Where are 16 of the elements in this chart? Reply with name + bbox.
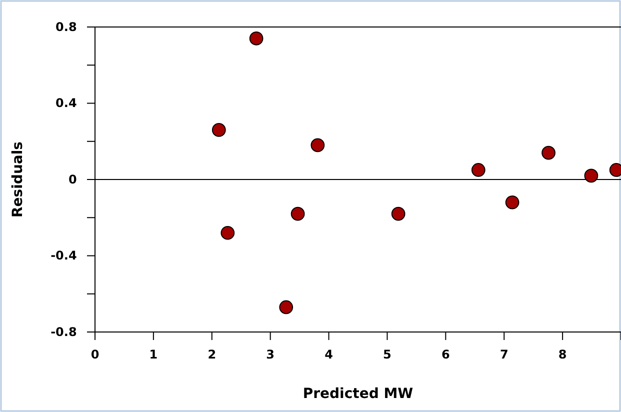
x-tick-label: 5 [383,348,392,362]
y-tick-label: -0.4 [50,248,77,263]
x-tick-label: 7 [500,348,508,362]
x-tick-label: 2 [208,348,216,362]
y-axis-title: Residuals [10,142,26,218]
x-axis-title: Predicted MW [302,386,414,402]
x-tick-label: 6 [441,348,450,362]
y-tick-label: -0.8 [50,324,77,339]
x-tick-label: 1 [149,348,158,362]
x-tick-label: 3 [266,348,275,362]
x-tick-label: 8 [558,348,567,362]
y-tick-label: 0 [68,172,77,186]
y-tick-label: 0.8 [56,20,77,34]
y-tick-label: 0.4 [56,96,77,110]
x-tick-label: 0 [90,348,100,362]
x-tick-label: 4 [324,348,333,362]
